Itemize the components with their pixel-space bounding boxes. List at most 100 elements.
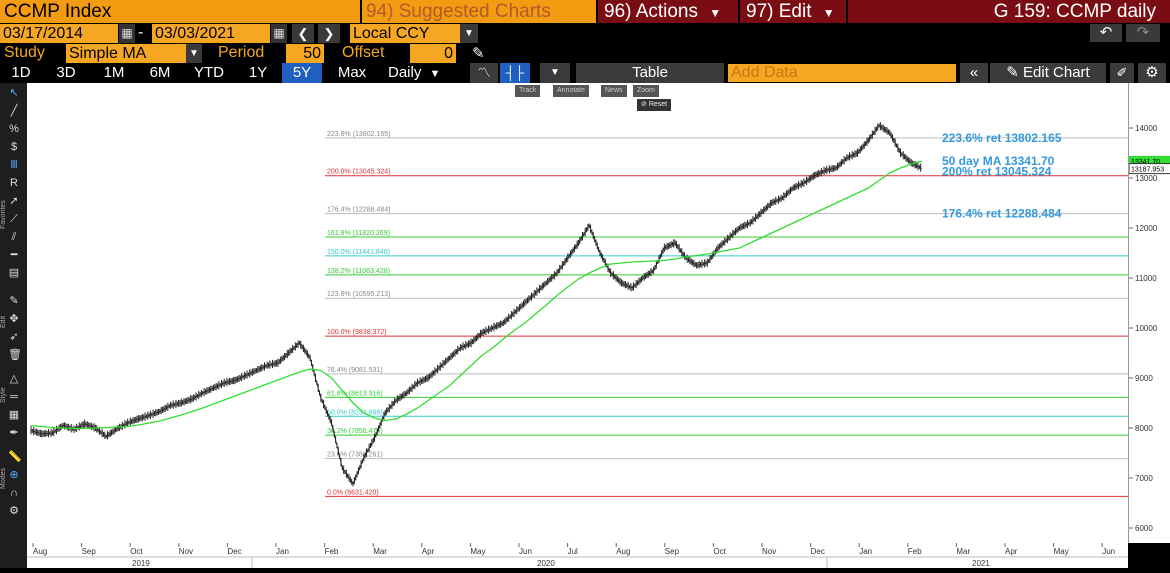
dollar-tool-icon[interactable]: $ <box>10 141 18 153</box>
start-date-input[interactable]: 03/17/2014 <box>0 24 118 43</box>
x-tick-label: Mar <box>956 547 970 556</box>
actions-menu[interactable]: 96) Actions ▼ <box>598 0 738 23</box>
crosshair-icon[interactable]: ⊕ <box>9 469 19 481</box>
edit-menu[interactable]: 97) Edit ▼ <box>740 0 846 23</box>
fib-level-label: 38.2% (7856.476) <box>327 428 383 435</box>
calendar-icon[interactable]: ▦ <box>271 24 287 43</box>
next-arrow-icon[interactable]: ❯ <box>318 24 340 43</box>
ray-tool-icon[interactable]: ⟋ <box>10 213 18 225</box>
edit-label: 97) Edit <box>746 1 812 22</box>
bar-chart-icon[interactable]: ┤├ <box>500 63 530 83</box>
chart-annotation: 176.4% ret 12288.484 <box>942 207 1062 221</box>
x-tick-label: Jul <box>568 547 578 556</box>
x-tick-label: Aug <box>616 547 630 556</box>
timeframe-1d[interactable]: 1D <box>11 64 31 81</box>
study-select[interactable]: Simple MA <box>66 44 186 63</box>
reset-icon: ⊘ <box>641 101 647 108</box>
timeframe-1m[interactable]: 1M <box>103 64 125 81</box>
line-style-icon[interactable]: ═ <box>10 391 18 403</box>
fib-level-label: 100.0% (9838.372) <box>327 329 387 336</box>
gear-icon[interactable]: ⚙ <box>1138 63 1166 83</box>
timeframe-6m[interactable]: 6M <box>149 64 171 81</box>
chart-annotation: 200% ret 13045.324 <box>942 165 1052 179</box>
fib-level-label: 223.6% (13802.165) <box>327 131 390 138</box>
x-tick-label: Jan <box>276 547 289 556</box>
year-label: 2020 <box>537 559 555 568</box>
undo-icon[interactable]: ↶ <box>1090 24 1122 42</box>
line-chart-icon[interactable]: 〽 <box>470 63 498 83</box>
chevron-down-icon[interactable]: ▼ <box>460 24 478 43</box>
period-input[interactable]: 50 <box>286 44 324 63</box>
frequency-select[interactable]: Daily ▼ <box>382 63 466 83</box>
fib-level-label: 61.8% (8613.316) <box>327 390 383 397</box>
pencil-icon[interactable]: ✎ <box>472 45 485 62</box>
reset-button[interactable]: ⊘ Reset <box>637 99 672 111</box>
percent-tool-icon[interactable]: % <box>9 123 19 135</box>
annotate-label: Annotate <box>557 87 586 94</box>
retracement-tool-icon[interactable]: R <box>10 177 18 189</box>
band-tool-icon[interactable]: ▤ <box>8 267 20 279</box>
currency-select[interactable]: Local CCY <box>350 24 460 43</box>
fib-tool-icon[interactable]: Ⅲ <box>10 159 18 171</box>
style-section-label: Style <box>0 387 7 403</box>
trash-icon[interactable]: 🗑 <box>8 349 22 361</box>
pen-icon[interactable]: ✒ <box>9 427 19 439</box>
hline-tool-icon[interactable]: ━ <box>10 249 18 261</box>
add-data-input[interactable]: Add Data <box>728 64 956 82</box>
chevron-down-icon: ▼ <box>709 6 722 20</box>
timeframe-5y[interactable]: 5Y <box>282 63 322 83</box>
chevron-down-icon[interactable]: ▼ <box>186 44 202 63</box>
suggested-charts-menu[interactable]: 94) Suggested Charts <box>362 0 596 23</box>
table-button[interactable]: Table <box>576 63 724 83</box>
y-tick-label: 9000 <box>1135 374 1153 383</box>
offset-label: Offset <box>342 44 385 61</box>
pointer-icon[interactable]: ➶ <box>9 331 19 343</box>
channel-tool-icon[interactable]: ⫽ <box>11 231 17 243</box>
track-button[interactable]: Track <box>515 85 541 97</box>
chevron-down-icon: ▼ <box>429 68 441 80</box>
settings-icon[interactable]: ⚙ <box>9 505 19 517</box>
price-value-label: 13187.953 <box>1131 167 1164 174</box>
x-axis-svg: Aug Sep Oct Nov Dec Jan Feb Mar Apr May Jun Jul Aug S… <box>27 543 1128 568</box>
track-label: Track <box>519 87 537 94</box>
redo-icon[interactable]: ↷ <box>1126 24 1160 42</box>
color-icon[interactable]: ▦ <box>8 409 20 421</box>
chart-area[interactable]: 223.6% (13802.165) 200.0% (13045.324) 176.… <box>27 83 1128 543</box>
timeframe-3d[interactable]: 3D <box>56 64 76 81</box>
shape-icon[interactable]: △ <box>9 373 19 385</box>
ruler-icon[interactable]: 📏 <box>8 451 22 463</box>
actions-label: 96) Actions <box>604 1 698 22</box>
zoom-button[interactable]: Zoom <box>633 85 659 97</box>
timeframe-max[interactable]: Max <box>337 64 367 81</box>
x-tick-label: Jan <box>859 547 872 556</box>
ticker-field[interactable]: CCMP Index <box>0 0 360 23</box>
chevron-down-icon[interactable]: ▼ <box>540 63 570 83</box>
ma-line <box>30 160 923 430</box>
period-label: Period <box>218 44 265 61</box>
magnet-icon[interactable]: ∩ <box>10 487 18 499</box>
cursor-icon[interactable]: ↖ <box>9 87 19 99</box>
fib-level-label: 161.8% (11820.269) <box>327 230 390 237</box>
prev-arrow-icon[interactable]: ❮ <box>292 24 314 43</box>
collapse-icon[interactable]: « <box>960 63 988 83</box>
end-date-input[interactable]: 03/03/2021 <box>152 24 270 43</box>
y-tick-label: 6000 <box>1135 524 1153 533</box>
move-icon[interactable]: ✥ <box>9 313 19 325</box>
x-tick-label: Oct <box>130 547 143 556</box>
line-tool-icon[interactable]: ╱ <box>10 105 18 117</box>
offset-input[interactable]: 0 <box>410 44 456 63</box>
calendar-icon[interactable]: ▦ <box>119 24 135 43</box>
frequency-label: Daily <box>388 64 422 81</box>
x-tick-label: Nov <box>179 547 193 556</box>
timeframe-ytd[interactable]: YTD <box>194 64 224 81</box>
news-button[interactable]: News <box>601 85 627 97</box>
x-tick-label: Apr <box>1005 547 1018 556</box>
timeframe-1y[interactable]: 1Y <box>248 64 268 81</box>
chevron-down-icon: ▼ <box>822 6 835 20</box>
fib-level-label: 0.0% (6631.420) <box>327 489 379 496</box>
edit-chart-button[interactable]: ✎ Edit Chart <box>990 63 1106 83</box>
edit-icon[interactable]: ✐ <box>1110 63 1134 83</box>
pencil-icon[interactable]: ✎ <box>9 295 19 307</box>
annotate-button[interactable]: Annotate <box>553 85 590 97</box>
arrow-tool-icon[interactable]: ➚ <box>9 195 19 207</box>
